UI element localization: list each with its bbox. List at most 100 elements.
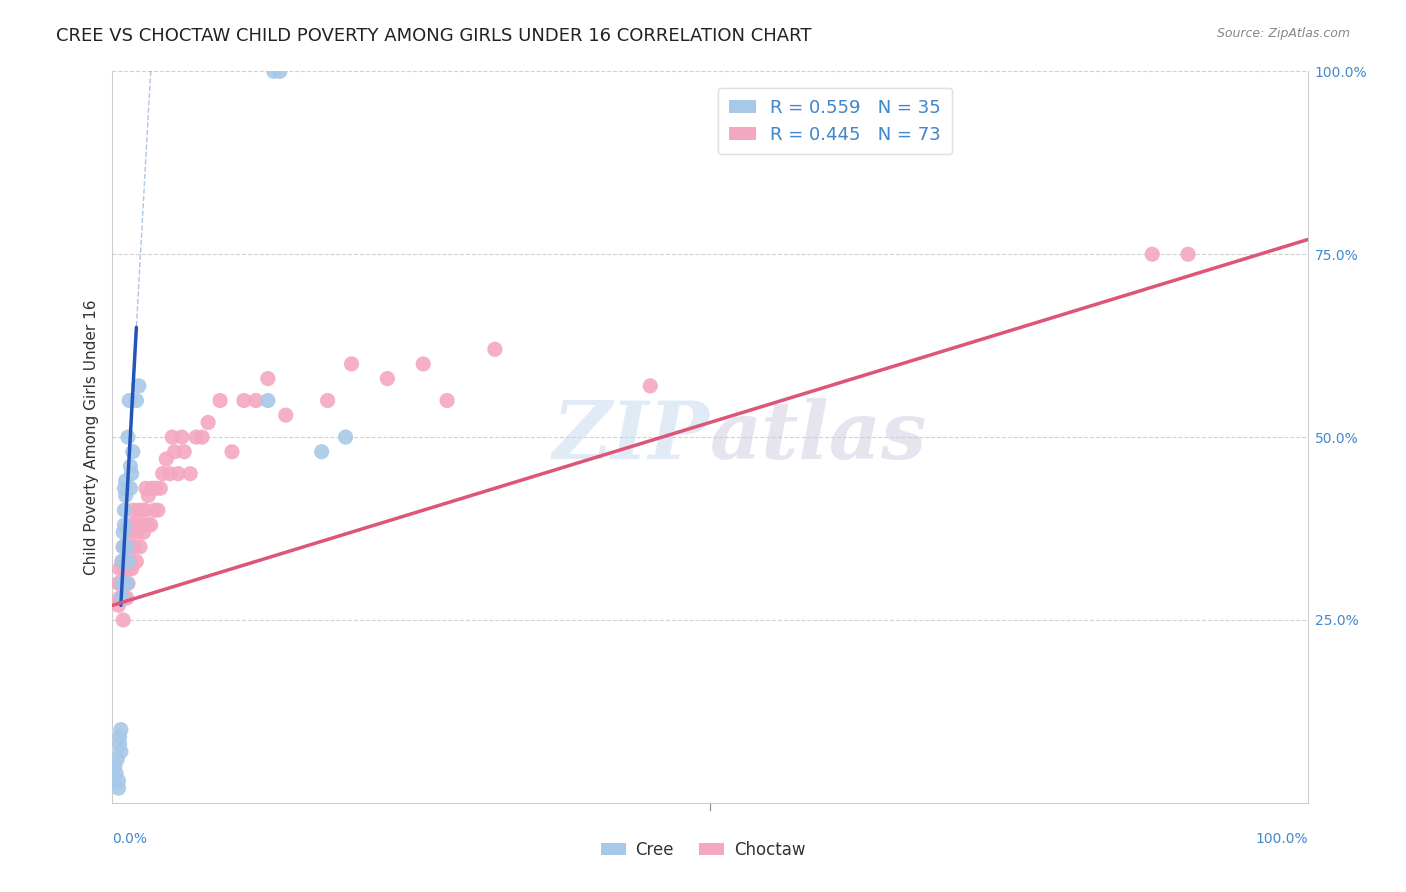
Point (114, 591, 135, 605)
Point (316, 393, 339, 408)
Point (114, 540, 136, 554)
Point (1142, 247, 1164, 261)
Point (110, 576, 132, 591)
Point (120, 459, 142, 474)
Point (155, 452, 177, 467)
Point (107, 576, 129, 591)
Point (110, 745, 132, 759)
Point (122, 540, 145, 554)
Point (111, 554, 134, 568)
Point (117, 554, 139, 568)
Point (186, 430, 208, 444)
Text: CREE VS CHOCTAW CHILD POVERTY AMONG GIRLS UNDER 16 CORRELATION CHART: CREE VS CHOCTAW CHILD POVERTY AMONG GIRL… (56, 27, 811, 45)
Point (120, 554, 142, 568)
Point (115, 562, 138, 576)
Point (114, 489, 136, 503)
Point (129, 517, 152, 532)
Point (128, 379, 150, 393)
Point (120, 481, 142, 495)
Point (335, 430, 357, 444)
Point (170, 430, 193, 444)
Point (340, 357, 363, 371)
Point (127, 517, 149, 532)
Point (114, 562, 135, 576)
Point (117, 576, 139, 591)
Point (143, 503, 166, 517)
Point (197, 416, 219, 430)
Point (118, 393, 141, 408)
Point (105, 752, 128, 766)
Point (114, 474, 136, 488)
Point (114, 554, 136, 568)
Point (111, 591, 134, 605)
Point (263, 64, 285, 78)
Point (105, 766, 128, 780)
Point (132, 525, 155, 540)
Point (311, 444, 333, 458)
Point (114, 503, 135, 517)
Point (257, 393, 280, 408)
Text: ZIP: ZIP (553, 399, 710, 475)
Point (412, 357, 434, 371)
Point (1177, 247, 1199, 261)
Point (124, 517, 146, 532)
Point (149, 481, 172, 495)
Point (139, 517, 162, 532)
Point (107, 599, 129, 613)
Point (114, 576, 136, 591)
Point (114, 517, 135, 532)
Point (209, 393, 232, 408)
Point (111, 554, 134, 568)
Point (152, 467, 174, 481)
Point (138, 489, 160, 503)
Point (112, 525, 135, 540)
Text: Source: ZipAtlas.com: Source: ZipAtlas.com (1216, 27, 1350, 40)
Legend: R = 0.559   N = 35, R = 0.445   N = 73: R = 0.559 N = 35, R = 0.445 N = 73 (718, 87, 952, 154)
Point (377, 371, 399, 385)
Point (129, 540, 152, 554)
Text: atlas: atlas (710, 399, 928, 475)
Point (111, 591, 134, 605)
Point (121, 467, 143, 481)
Point (107, 781, 129, 796)
Point (118, 562, 141, 576)
Point (221, 444, 243, 458)
Point (191, 430, 214, 444)
Point (118, 525, 141, 540)
Point (162, 430, 183, 444)
Legend: Cree, Choctaw: Cree, Choctaw (593, 835, 813, 866)
Point (131, 503, 153, 517)
Point (145, 481, 167, 495)
Point (484, 343, 506, 357)
Point (117, 540, 139, 554)
Point (134, 503, 156, 517)
Point (269, 64, 291, 78)
Point (121, 517, 143, 532)
Point (108, 730, 131, 744)
Point (114, 481, 135, 495)
Point (257, 371, 280, 385)
Point (125, 525, 148, 540)
Point (436, 393, 458, 408)
Point (135, 481, 157, 495)
Point (108, 562, 131, 576)
Point (108, 591, 131, 605)
Point (117, 430, 139, 444)
Point (115, 591, 138, 605)
Y-axis label: Child Poverty Among Girls Under 16: Child Poverty Among Girls Under 16 (83, 300, 98, 574)
Point (146, 503, 169, 517)
Point (110, 723, 132, 737)
Point (121, 503, 143, 517)
Point (125, 554, 148, 568)
Point (245, 393, 267, 408)
Text: 100.0%: 100.0% (1256, 832, 1308, 846)
Point (121, 540, 143, 554)
Point (173, 444, 195, 458)
Point (121, 444, 143, 458)
Point (115, 576, 138, 591)
Point (128, 503, 150, 517)
Point (121, 562, 143, 576)
Point (112, 540, 135, 554)
Point (125, 393, 148, 408)
Point (115, 540, 138, 554)
